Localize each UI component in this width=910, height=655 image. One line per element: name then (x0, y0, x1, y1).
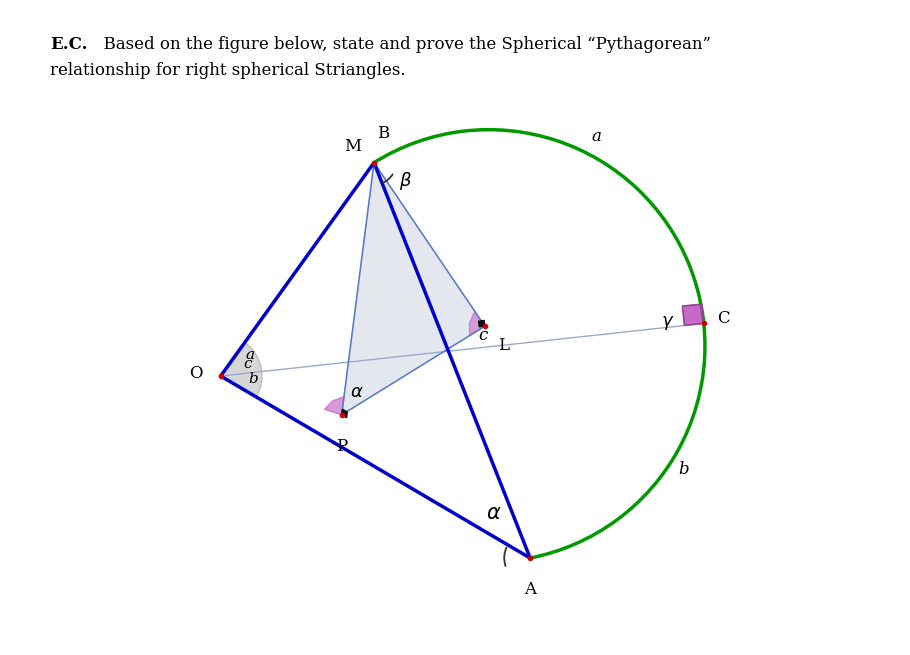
Text: a: a (592, 128, 602, 145)
Text: $\gamma$: $\gamma$ (661, 314, 674, 332)
Text: c: c (479, 327, 488, 344)
Polygon shape (479, 320, 485, 327)
Text: relationship for right spherical Striangles.: relationship for right spherical Striang… (50, 62, 406, 79)
Text: C: C (717, 310, 729, 327)
Polygon shape (341, 162, 485, 415)
Text: B: B (377, 125, 389, 142)
Text: b: b (678, 461, 689, 478)
Text: O: O (189, 365, 203, 382)
Text: Based on the figure below, state and prove the Spherical “Pythagorean”: Based on the figure below, state and pro… (93, 36, 711, 53)
Polygon shape (682, 304, 703, 326)
Text: a: a (245, 348, 254, 362)
Text: L: L (498, 337, 509, 354)
Text: P: P (336, 438, 348, 455)
Wedge shape (220, 343, 262, 397)
Text: $\alpha$: $\alpha$ (350, 383, 364, 401)
Text: $\alpha$: $\alpha$ (486, 503, 501, 523)
Polygon shape (325, 397, 344, 415)
Text: M: M (344, 138, 361, 155)
Polygon shape (341, 409, 348, 418)
Text: A: A (524, 581, 536, 598)
Text: $\beta$: $\beta$ (399, 170, 411, 192)
Text: b: b (248, 372, 258, 386)
Text: c: c (244, 357, 252, 371)
Text: E.C.: E.C. (50, 36, 87, 53)
Polygon shape (470, 311, 485, 336)
